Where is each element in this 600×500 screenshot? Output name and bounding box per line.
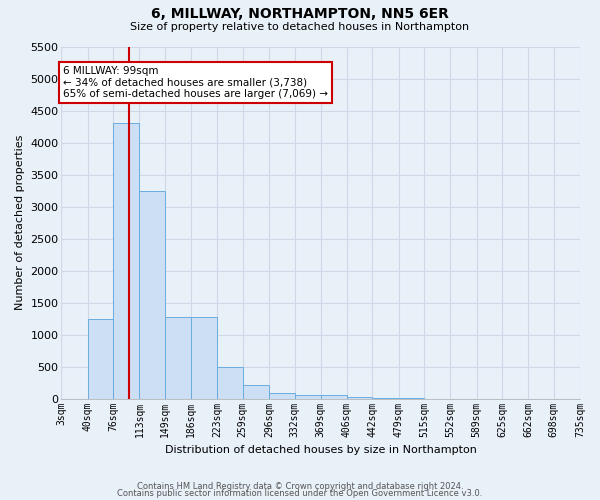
Bar <box>217 366 243 398</box>
Bar <box>321 396 347 398</box>
Text: Contains HM Land Registry data © Crown copyright and database right 2024.: Contains HM Land Registry data © Crown c… <box>137 482 463 491</box>
Y-axis label: Number of detached properties: Number of detached properties <box>15 135 25 310</box>
Text: Size of property relative to detached houses in Northampton: Size of property relative to detached ho… <box>130 22 470 32</box>
Bar <box>139 190 165 398</box>
Text: 6, MILLWAY, NORTHAMPTON, NN5 6ER: 6, MILLWAY, NORTHAMPTON, NN5 6ER <box>151 8 449 22</box>
Text: 6 MILLWAY: 99sqm
← 34% of detached houses are smaller (3,738)
65% of semi-detach: 6 MILLWAY: 99sqm ← 34% of detached house… <box>63 66 328 99</box>
Text: Contains public sector information licensed under the Open Government Licence v3: Contains public sector information licen… <box>118 490 482 498</box>
Bar <box>88 318 113 398</box>
Bar <box>113 124 139 398</box>
X-axis label: Distribution of detached houses by size in Northampton: Distribution of detached houses by size … <box>165 445 476 455</box>
Bar <box>295 395 321 398</box>
Bar <box>191 316 217 398</box>
Bar <box>269 393 295 398</box>
Bar <box>165 316 191 398</box>
Bar <box>243 384 269 398</box>
